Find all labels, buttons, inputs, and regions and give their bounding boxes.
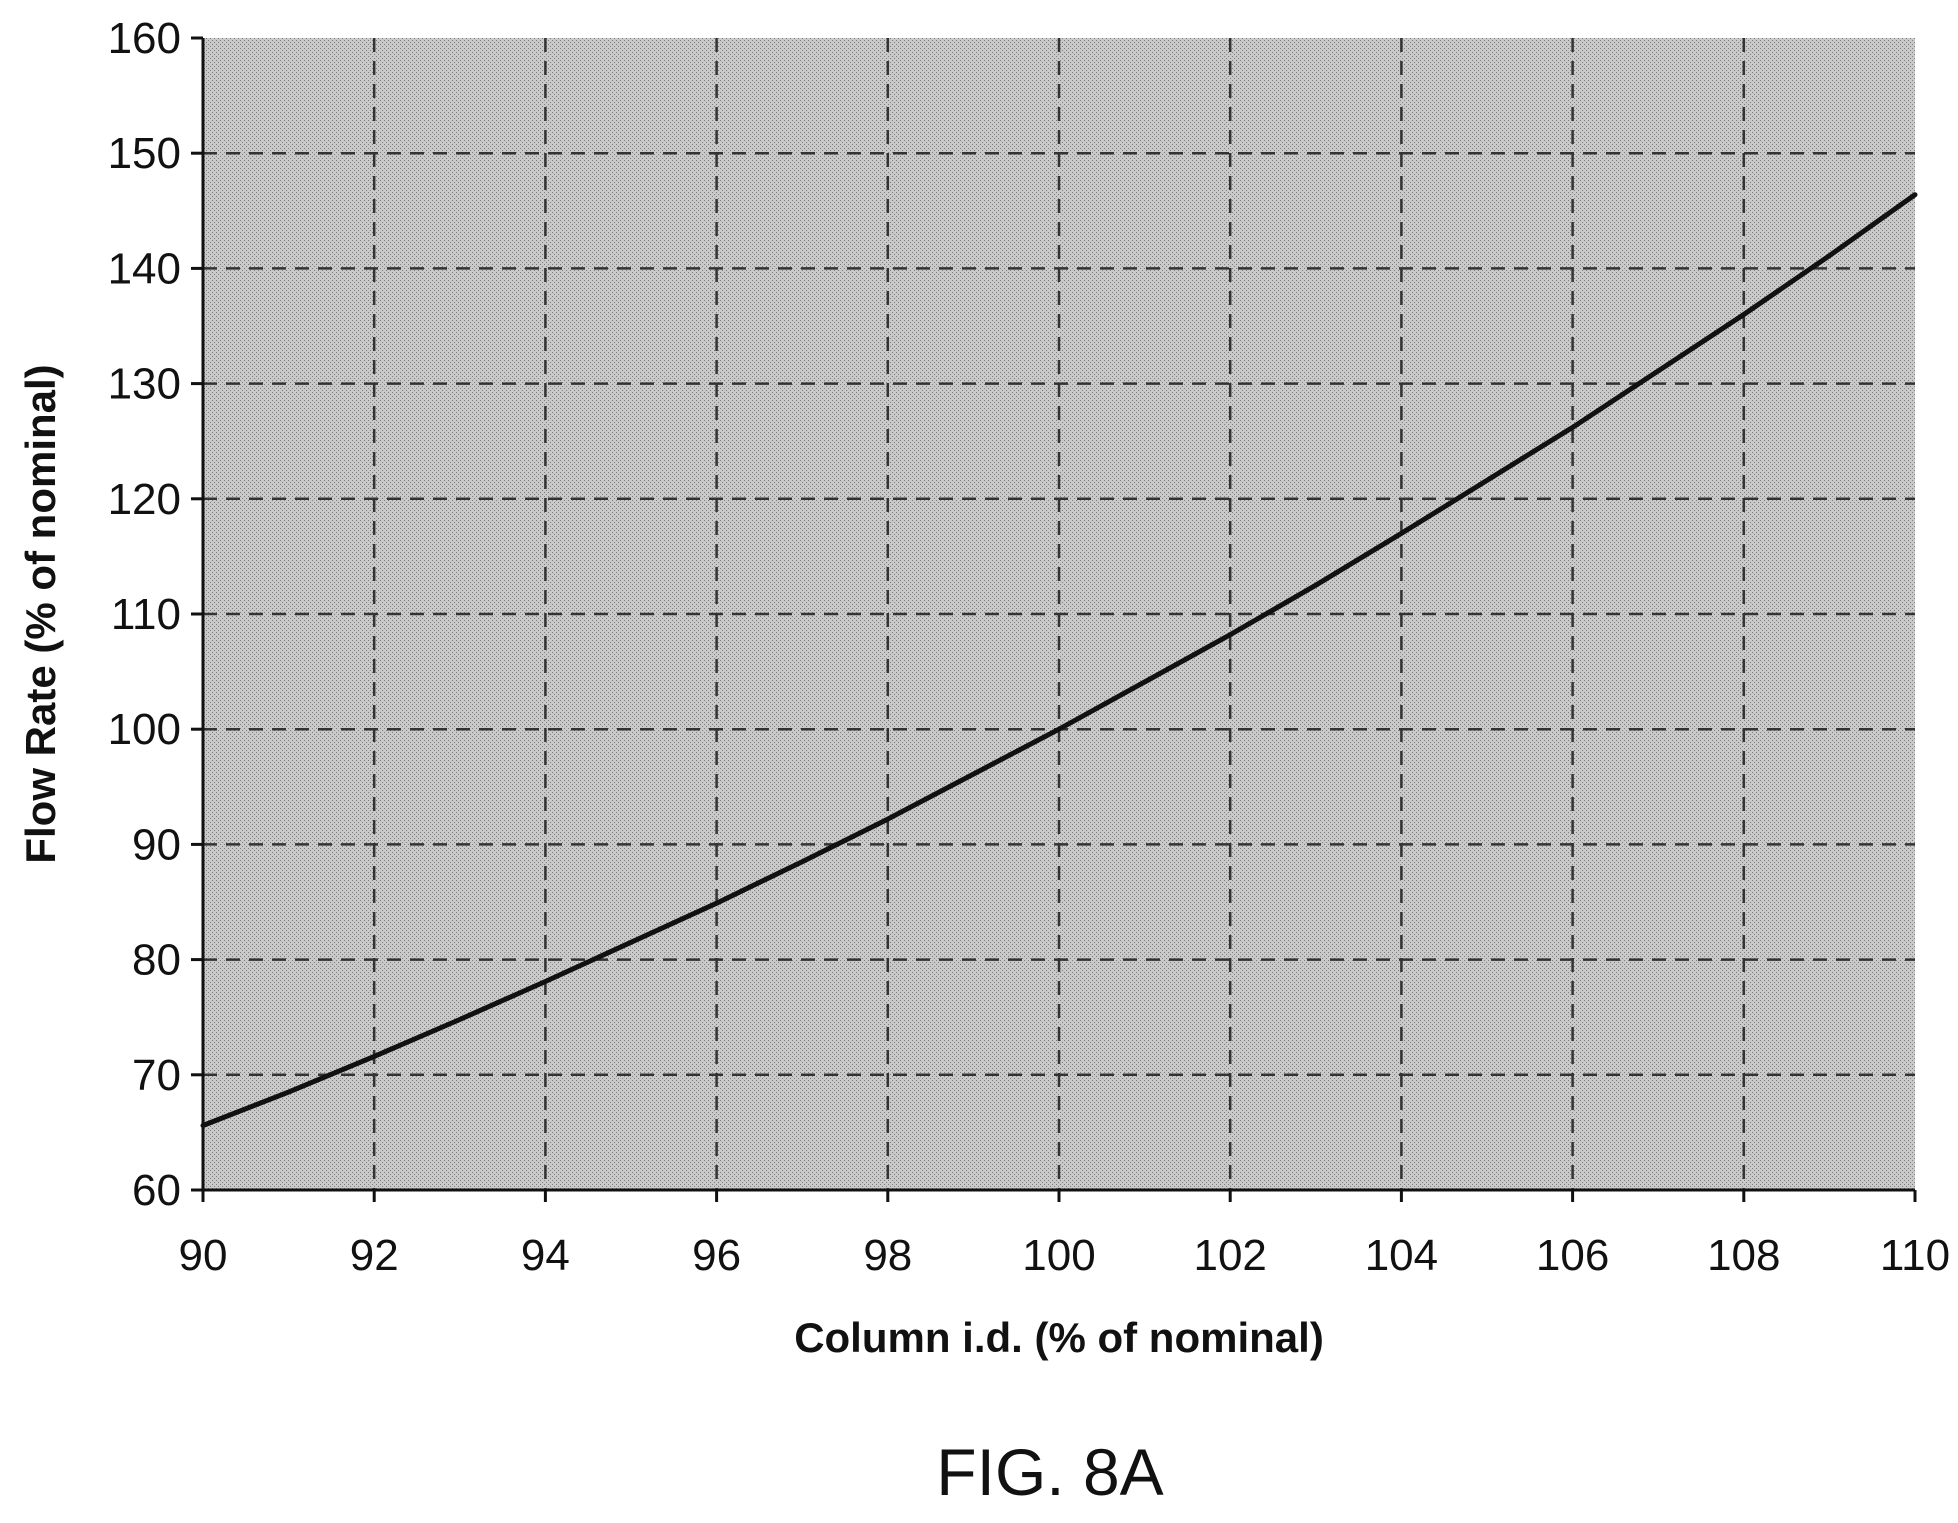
x-tick-label: 90 [179,1231,228,1280]
axes [191,36,1917,1202]
y-tick-labels: 60 70 80 90 100 110 120 130 140 150 160 [108,14,181,1215]
x-tick-label: 100 [1022,1231,1095,1280]
x-tick-label: 92 [350,1231,399,1280]
x-tick-label: 110 [1880,1231,1950,1280]
x-tick-label: 94 [521,1231,570,1280]
y-tick-label: 150 [108,129,181,178]
y-tick-label: 130 [108,360,181,409]
y-tick-label: 80 [132,936,181,985]
series-line [200,192,1918,1128]
x-tick-label: 96 [692,1231,741,1280]
x-tick-label: 106 [1536,1231,1609,1280]
y-tick-label: 90 [132,820,181,869]
y-tick-label: 110 [111,590,181,639]
figure-caption: FIG. 8A [936,1435,1163,1509]
y-tick-label: 60 [132,1166,181,1215]
y-axis-label: Flow Rate (% of nominal) [17,364,64,863]
y-tick-label: 160 [108,14,181,63]
x-tick-label: 102 [1193,1231,1266,1280]
y-tick-label: 70 [132,1051,181,1100]
x-tick-label: 98 [863,1231,912,1280]
y-tick-label: 100 [108,705,181,754]
y-tick-label: 140 [108,244,181,293]
x-tick-label: 104 [1365,1231,1438,1280]
x-tick-labels: 90 92 94 96 98 100 102 104 106 108 110 [179,1231,1951,1280]
series-marks [200,192,1918,1128]
x-tick-label: 108 [1707,1231,1780,1280]
y-tick-label: 120 [108,475,181,524]
x-axis-label: Column i.d. (% of nominal) [794,1314,1324,1361]
